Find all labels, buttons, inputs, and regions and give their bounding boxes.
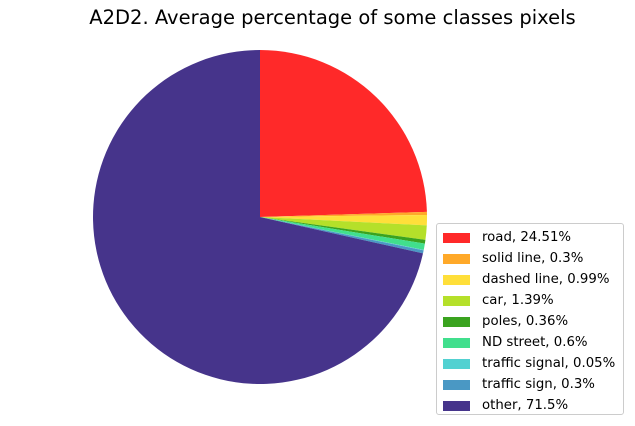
pie-slice bbox=[260, 211, 427, 217]
legend-label: car, 1.39% bbox=[482, 293, 554, 308]
legend-item: dashed line, 0.99% bbox=[443, 269, 623, 290]
legend-item: solid line, 0.3% bbox=[443, 248, 623, 269]
pie-slice bbox=[260, 217, 424, 254]
legend-label: solid line, 0.3% bbox=[482, 251, 584, 266]
legend-label: traffic sign, 0.3% bbox=[482, 377, 595, 392]
legend-swatch bbox=[443, 232, 470, 243]
pie-slice bbox=[93, 50, 423, 384]
legend-item: poles, 0.36% bbox=[443, 311, 623, 332]
pie-slice bbox=[260, 50, 427, 217]
legend-item: road, 24.51% bbox=[443, 227, 623, 248]
legend-swatch bbox=[443, 379, 470, 390]
legend-label: other, 71.5% bbox=[482, 398, 569, 413]
legend-label: road, 24.51% bbox=[482, 230, 572, 245]
legend-label: ND street, 0.6% bbox=[482, 335, 588, 350]
pie-slice bbox=[260, 217, 426, 244]
pie-slice bbox=[260, 215, 428, 226]
legend-swatch bbox=[443, 274, 470, 285]
legend-item: traffic signal, 0.05% bbox=[443, 353, 623, 374]
legend-item: car, 1.39% bbox=[443, 290, 623, 311]
pie-slice bbox=[260, 217, 427, 240]
legend-label: poles, 0.36% bbox=[482, 314, 569, 329]
legend-label: traffic signal, 0.05% bbox=[482, 356, 616, 371]
legend-item: ND street, 0.6% bbox=[443, 332, 623, 353]
legend-label: dashed line, 0.99% bbox=[482, 272, 610, 287]
chart-title: A2D2. Average percentage of some classes… bbox=[89, 6, 576, 29]
legend-item: other, 71.5% bbox=[443, 395, 623, 416]
pie-slice bbox=[260, 217, 425, 250]
legend-item: traffic sign, 0.3% bbox=[443, 374, 623, 395]
legend: road, 24.51% solid line, 0.3% dashed line,… bbox=[436, 223, 624, 415]
legend-swatch bbox=[443, 400, 470, 411]
pie-slice bbox=[260, 217, 424, 251]
legend-swatch bbox=[443, 295, 470, 306]
legend-swatch bbox=[443, 337, 470, 348]
legend-swatch bbox=[443, 358, 470, 369]
legend-swatch bbox=[443, 253, 470, 264]
legend-swatch bbox=[443, 316, 470, 327]
